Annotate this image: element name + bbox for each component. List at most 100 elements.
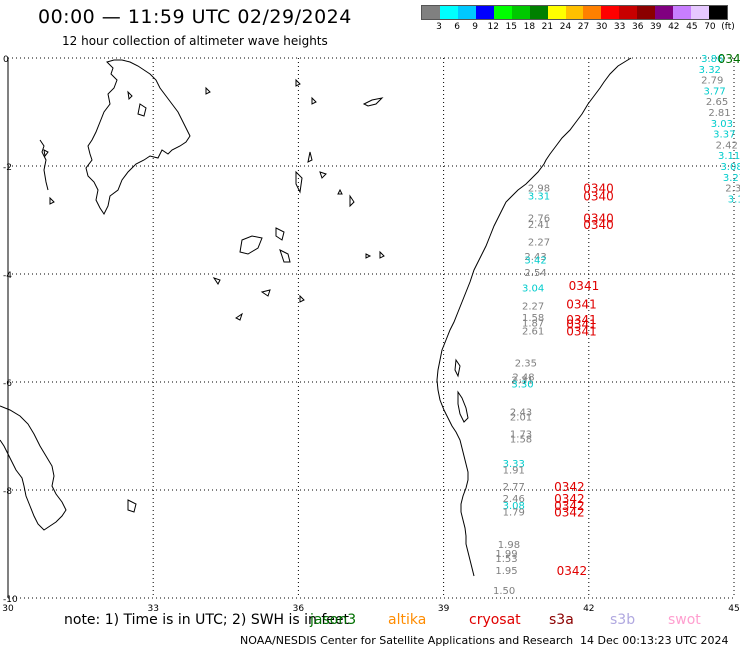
wave-height-label: 3.86	[701, 54, 723, 65]
pass-time-label: 0341	[569, 279, 600, 293]
pass-time-label: 0344	[718, 52, 740, 66]
lat-tick-label: -6	[3, 379, 12, 389]
wave-height-label: 2.01	[510, 413, 532, 424]
satellite-legend-s3a: s3a	[549, 612, 574, 628]
pass-time-label: 0341	[566, 325, 597, 339]
colorbar-tick-label: 3	[436, 22, 442, 32]
wave-height-label: 3.30	[511, 380, 533, 391]
wave-height-label: 1.50	[493, 586, 515, 597]
wave-height-label: 2.79	[701, 76, 723, 87]
wave-height-label: 2.31	[511, 375, 533, 386]
lake-small-13	[205, 86, 211, 95]
island-mafia	[457, 390, 469, 423]
lake-small-4	[295, 170, 303, 194]
colorbar-tick-label: 33	[613, 22, 626, 32]
wave-height-label: 2.30	[725, 184, 740, 195]
wave-height-label: 2.41	[528, 220, 550, 231]
satellite-legend-cryosat: cryosat	[469, 612, 521, 628]
pass-time-label: 0342	[557, 564, 588, 578]
colorbar-tick-label: 70	[704, 22, 716, 32]
footer-credit: NOAA/NESDIS Center for Satellite Applica…	[240, 634, 574, 647]
graticule	[7, 57, 735, 599]
colorbar-tick-label: 9	[472, 22, 479, 32]
colorbar-swatch	[709, 6, 727, 19]
wave-height-label: 2.46	[503, 494, 525, 505]
lake-small-7	[235, 312, 243, 321]
pass-time-label: 0340	[583, 218, 614, 232]
wave-height-label: 2.27	[522, 301, 544, 312]
wave-height-label: 2.43	[524, 252, 546, 263]
lake-small-18	[299, 294, 305, 303]
colorbar-tick-label: (ft)	[721, 22, 735, 32]
lake-small-14	[319, 171, 327, 179]
colorbar-swatch	[583, 6, 602, 19]
colorbar-tick-label: 6	[454, 22, 460, 32]
wave-height-label: 3.42	[524, 255, 546, 266]
pass-time-label: 0341	[566, 313, 597, 327]
pass-time-label: 0342	[554, 499, 585, 513]
colorbar-swatch	[511, 6, 530, 19]
lake-small-17	[379, 250, 385, 259]
lake-small-6	[260, 289, 271, 297]
wave-height-label: 3.31	[528, 192, 550, 203]
lon-tick-label: 39	[438, 604, 450, 614]
colorbar-swatch	[565, 6, 584, 19]
pass-time-label: 0340	[583, 182, 614, 196]
wave-height-label: 1.58	[522, 313, 544, 324]
colorbar-swatch	[619, 6, 638, 19]
lake-small-8	[307, 151, 313, 163]
lake-victoria-island	[137, 103, 147, 117]
colorbar-tick-label: 24	[559, 22, 572, 32]
footer-timestamp: 14 Dec 00:13:23 UTC 2024	[580, 634, 729, 647]
wave-height-label: 2.65	[706, 97, 728, 108]
colorbar-swatch	[691, 6, 709, 19]
map-title: 00:00 — 11:59 UTC 02/29/2024	[38, 6, 352, 28]
colorbar-swatch	[529, 6, 548, 19]
pass-time-label: 0342	[554, 480, 585, 494]
wave-height-label: 2.43	[510, 408, 532, 419]
coastline	[0, 57, 632, 577]
satellite-legend-altika: altika	[388, 612, 427, 628]
wave-height-label: 3.33	[503, 459, 525, 470]
lake-shore-west	[39, 139, 49, 191]
satellite-legend-jason3: jason3	[310, 612, 357, 628]
lake-isle-2	[127, 499, 137, 513]
pass-time-label: 0340	[583, 190, 614, 204]
colorbar-swatch	[601, 6, 620, 19]
wave-height-label: 1.79	[503, 508, 525, 519]
satellite-legend-swot: swot	[668, 612, 701, 628]
colorbar-tick-label: 42	[668, 22, 680, 32]
colorbar-swatch	[422, 6, 440, 19]
wave-height-label: 2.77	[503, 482, 525, 493]
wave-height-label: 3.32	[699, 65, 721, 76]
lake-tanganyika-north	[0, 405, 67, 531]
lake-victoria-coast	[85, 59, 191, 215]
colorbar-labels: 3 6 9 12 15 18 21 24 27 30 33 36 39 42 45 70 (ft)	[421, 22, 735, 34]
lake-isle-1	[127, 90, 133, 101]
wave-height-label: 1.73	[510, 429, 532, 440]
lake-small-20	[43, 149, 49, 158]
colorbar-swatch	[493, 6, 512, 19]
lake-small-2	[275, 227, 285, 241]
wave-height-label: 2.42	[716, 140, 738, 151]
colorbar-swatch	[457, 6, 476, 19]
wave-height-label: 2.76	[528, 213, 550, 224]
colorbar-tick-label: 27	[577, 22, 590, 32]
lake-small-19	[49, 196, 55, 205]
wave-height-label: 2.54	[524, 268, 546, 279]
pass-time-label: 0341	[566, 318, 597, 332]
lat-tick-label: 0	[3, 55, 9, 65]
wave-height-label: 1.91	[503, 465, 525, 476]
wave-height-label: 3.11	[718, 151, 740, 162]
colorbar-swatch	[655, 6, 674, 19]
lon-tick-label: 42	[583, 604, 594, 614]
colorbar-tick-label: 45	[686, 22, 698, 32]
wave-height-label: 3.27	[723, 173, 740, 184]
colorbar-tick-label: 30	[595, 22, 608, 32]
pass-time-label: 0342	[554, 506, 585, 520]
colorbar	[421, 5, 728, 20]
wave-height-label: 1.95	[495, 566, 517, 577]
lake-small-10	[362, 97, 384, 107]
